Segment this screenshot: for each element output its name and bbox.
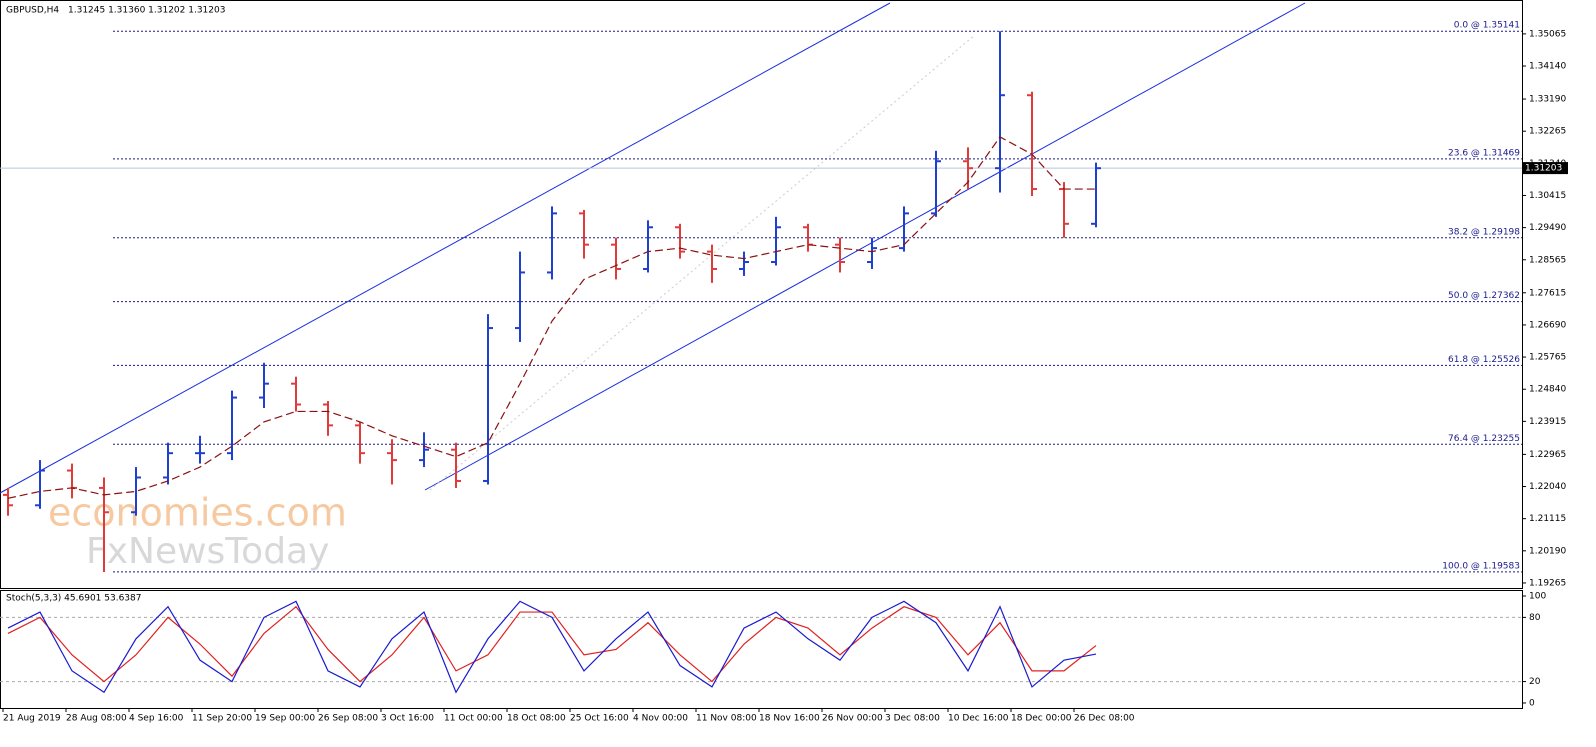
y-tick-label: 1.33190 (1529, 95, 1566, 105)
fib-label: 76.4 @ 1.23255 (1448, 434, 1520, 444)
quote: 1.31245 1.31360 1.31202 1.31203 (68, 6, 225, 16)
x-tick-label: 10 Dec 16:00 (948, 714, 1009, 724)
stoch-tick-label: 20 (1529, 677, 1541, 687)
y-tick-label: 1.26690 (1529, 320, 1566, 330)
stoch-panel (0, 590, 1523, 709)
x-tick-label: 3 Dec 08:00 (885, 714, 940, 724)
y-tick-label: 1.30415 (1529, 191, 1566, 201)
y-tick-label: 1.22965 (1529, 450, 1566, 460)
x-tick-label: 26 Nov 00:00 (822, 714, 883, 724)
x-tick-label: 18 Dec 00:00 (1011, 714, 1072, 724)
x-tick-label: 18 Oct 08:00 (507, 714, 566, 724)
channel-lower (424, 2, 1306, 491)
stoch-tick-label: 80 (1529, 613, 1541, 623)
y-tick-label: 1.20190 (1529, 546, 1566, 556)
x-tick-label: 28 Aug 08:00 (66, 714, 127, 724)
last-price-box (1522, 162, 1568, 175)
stoch-tick-label: 0 (1529, 698, 1535, 708)
watermark: economies.com (48, 491, 347, 535)
x-tick-label: 11 Nov 08:00 (696, 714, 757, 724)
fib-label: 38.2 @ 1.29198 (1448, 227, 1520, 237)
x-tick-label: 26 Dec 08:00 (1074, 714, 1135, 724)
fib-trend (429, 34, 976, 491)
fib-label: 0.0 @ 1.35141 (1454, 21, 1520, 31)
stoch-main (7, 600, 1097, 694)
y-tick-label: 1.28565 (1529, 255, 1566, 265)
x-tick-label: 21 Aug 2019 (3, 714, 61, 724)
y-tick-label: 1.32265 (1529, 127, 1566, 137)
x-tick-label: 4 Sep 16:00 (129, 714, 184, 724)
x-tick-label: 3 Oct 16:00 (381, 714, 434, 724)
y-tick-label: 1.23915 (1529, 417, 1566, 427)
last-price-label: 1.31203 (1525, 164, 1562, 174)
x-tick-label: 11 Sep 20:00 (192, 714, 252, 724)
watermark: FxNewsToday (86, 531, 329, 572)
y-tick-label: 1.22040 (1529, 482, 1566, 492)
y-tick-label: 1.24840 (1529, 385, 1566, 395)
y-tick-label: 1.35065 (1529, 29, 1566, 39)
y-tick-label: 1.29490 (1529, 223, 1566, 233)
y-tick-label: 1.19265 (1529, 578, 1566, 588)
moving-average (7, 136, 1096, 499)
x-tick-label: 4 Nov 00:00 (633, 714, 688, 724)
x-tick-label: 25 Oct 16:00 (570, 714, 629, 724)
x-tick-label: 11 Oct 00:00 (444, 714, 503, 724)
fib-label: 61.8 @ 1.25526 (1448, 355, 1520, 365)
y-tick-label: 1.25765 (1529, 353, 1566, 363)
channel-upper (0, 2, 891, 494)
x-tick-label: 18 Nov 16:00 (759, 714, 820, 724)
y-tick-label: 1.21115 (1529, 514, 1566, 524)
symbol: GBPUSD,H4 (6, 6, 59, 16)
y-tick-label: 1.27615 (1529, 288, 1566, 298)
main-panel (0, 0, 1523, 589)
x-tick-label: 19 Sep 00:00 (255, 714, 315, 724)
stoch-title: Stoch(5,3,3) 45.6901 53.6387 (6, 594, 141, 604)
stoch-signal (7, 605, 1097, 683)
x-tick-label: 26 Sep 08:00 (318, 714, 378, 724)
fib-label: 50.0 @ 1.27362 (1448, 291, 1520, 301)
fib-label: 23.6 @ 1.31469 (1448, 148, 1520, 158)
stoch-tick-label: 100 (1529, 591, 1546, 601)
y-tick-label: 1.34140 (1529, 62, 1566, 72)
fib-label: 100.0 @ 1.19583 (1442, 561, 1520, 571)
